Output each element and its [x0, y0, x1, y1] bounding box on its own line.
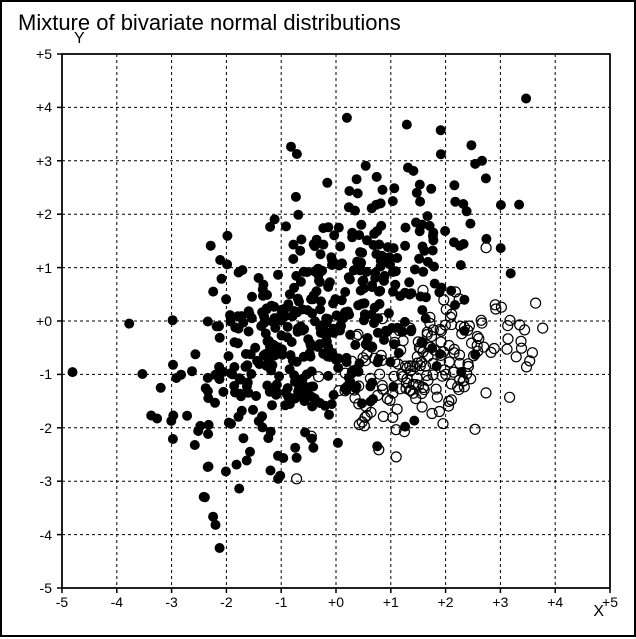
y-tick-label: -4: [28, 527, 52, 543]
x-tick-label: -1: [269, 594, 293, 610]
y-tick-label: +2: [28, 206, 52, 222]
x-tick-label: +2: [434, 594, 458, 610]
y-tick-label: +0: [28, 313, 52, 329]
y-tick-label: +4: [28, 99, 52, 115]
y-tick-label: +1: [28, 260, 52, 276]
x-tick-label: +0: [324, 594, 348, 610]
y-tick-label: -5: [28, 580, 52, 596]
y-tick-label: -3: [28, 473, 52, 489]
y-tick-label: +3: [28, 153, 52, 169]
y-axis-label: Y: [74, 30, 85, 48]
x-tick-label: +1: [379, 594, 403, 610]
x-tick-label: -4: [105, 594, 129, 610]
x-tick-label: -5: [50, 594, 74, 610]
y-tick-label: -1: [28, 366, 52, 382]
chart-frame: Mixture of bivariate normal distribution…: [0, 0, 636, 637]
x-tick-label: +3: [488, 594, 512, 610]
x-axis-label: X: [593, 603, 604, 621]
scatter-plot: [2, 2, 636, 639]
y-tick-label: -2: [28, 420, 52, 436]
x-tick-label: -2: [214, 594, 238, 610]
x-tick-label: -3: [160, 594, 184, 610]
x-tick-label: +4: [543, 594, 567, 610]
y-tick-label: +5: [28, 46, 52, 62]
